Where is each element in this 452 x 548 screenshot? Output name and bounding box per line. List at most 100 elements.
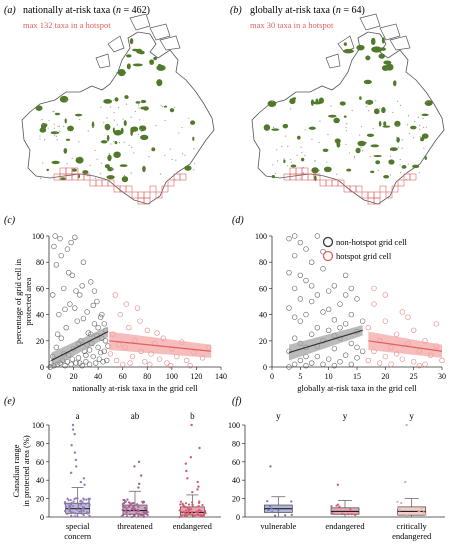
outlier-point (133, 465, 136, 468)
hotspot-cell (325, 179, 333, 187)
outlier-point (405, 423, 408, 427)
data-point (126, 325, 132, 331)
grid-cell-dot (66, 99, 68, 101)
grid-cell-dot (296, 154, 298, 156)
grid-cell-dot (408, 133, 410, 135)
data-point (96, 356, 103, 362)
grid-cell-dot (181, 126, 183, 129)
grid-cell-dot (103, 122, 105, 124)
grid-cell-dot (106, 117, 108, 119)
jitter-point (70, 501, 73, 504)
grid-cell-dot (389, 174, 392, 176)
x-tick-label: 5 (298, 372, 302, 381)
data-point (359, 348, 366, 354)
panel-b-letter: (b) (230, 5, 242, 16)
hotspot-cell (373, 197, 381, 205)
grid-cell-dot (304, 129, 306, 131)
grid-cell-dot (277, 160, 279, 162)
category-label: critically (397, 521, 428, 531)
data-point (382, 318, 389, 324)
map-globally-at-risk (251, 13, 445, 205)
jitter-point (85, 511, 89, 514)
data-point (376, 360, 383, 366)
x-tick-label: 80 (143, 372, 151, 381)
data-point (297, 272, 304, 278)
data-point (183, 357, 190, 364)
jitter-point (69, 498, 72, 502)
x-tick-label: 10 (325, 372, 333, 381)
x-tick-label: 40 (94, 372, 102, 381)
protected-area (378, 53, 385, 59)
outlier-point (197, 485, 200, 488)
data-point (308, 331, 315, 337)
data-point (399, 309, 406, 315)
data-point (80, 315, 87, 322)
protected-area (308, 126, 316, 130)
significance-letter: ab (131, 411, 140, 421)
grid-cell-dot (109, 106, 112, 108)
jitter-point (88, 503, 91, 506)
grid-cell-dot (348, 152, 351, 154)
data-point (67, 301, 73, 307)
fit-line (368, 340, 443, 352)
jitter-point (70, 514, 73, 517)
jitter-point (88, 511, 91, 514)
protected-area (163, 105, 168, 108)
grid-cell-dot (369, 155, 371, 158)
grid-cell-dot (367, 100, 369, 103)
grid-cell-dot (392, 111, 394, 113)
grid-cell-dot (125, 103, 128, 105)
grid-cell-dot (193, 169, 195, 171)
grid-cell-dot (108, 155, 110, 157)
jitter-point (123, 498, 126, 502)
grid-cell-dot (59, 130, 61, 132)
jitter-point (200, 513, 203, 516)
data-point (314, 353, 321, 360)
y-tick-label: 40 (232, 476, 240, 485)
protected-area (106, 175, 115, 180)
hotspot-cell (143, 197, 151, 205)
protected-area (379, 47, 386, 51)
grid-cell-dot (47, 127, 49, 129)
canada-outline (251, 31, 445, 205)
grid-cell-dot (193, 148, 195, 150)
jitter-point (128, 513, 132, 516)
grid-cell-dot (175, 159, 177, 161)
outlier-point (139, 474, 143, 477)
jitter-point (181, 502, 184, 505)
protected-area (365, 55, 371, 61)
jitter-point (67, 499, 70, 502)
y-tick-label: 60 (36, 458, 44, 467)
protected-area (311, 167, 319, 174)
grid-cell-dot (39, 177, 42, 179)
y-tick-label: 20 (259, 337, 267, 346)
jitter-point (190, 511, 194, 514)
hotspot-cell (307, 173, 315, 181)
outlier-point (74, 458, 78, 462)
jitter-point (187, 503, 191, 506)
jitter-point (178, 509, 181, 512)
protected-area (314, 175, 317, 182)
data-point (337, 359, 343, 365)
jitter-point (187, 511, 190, 515)
grid-cell-dot (361, 149, 364, 152)
grid-cell-dot (173, 106, 176, 109)
jitter-point (284, 514, 287, 517)
grid-cell-dot (184, 154, 186, 156)
jitter-point (341, 512, 344, 515)
hotspot-cell (149, 185, 157, 193)
data-point (410, 327, 417, 334)
grid-cell-dot (284, 135, 287, 137)
protected-area (139, 125, 147, 132)
data-point (291, 285, 298, 292)
jitter-point (195, 513, 199, 517)
data-point (308, 259, 315, 265)
data-point (112, 292, 119, 298)
grid-cell-dot (39, 135, 41, 137)
grid-cell-dot (42, 162, 44, 164)
grid-cell-dot (290, 108, 292, 110)
grid-cell-dot (108, 153, 110, 155)
x-axis-label: globally at-risk taxa in the grid cell (297, 383, 417, 393)
y-tick-label: 40 (259, 311, 267, 320)
protected-area (138, 50, 145, 55)
